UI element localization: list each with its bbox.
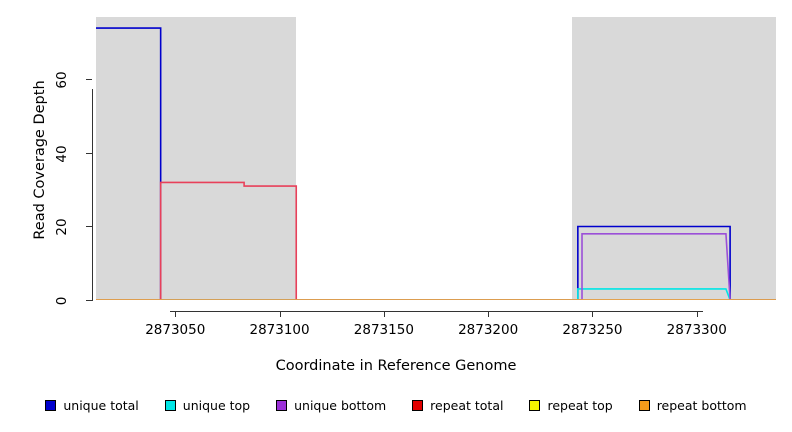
legend-swatch-icon	[276, 400, 288, 411]
legend-label: unique top	[182, 398, 251, 413]
legend-swatch-icon	[638, 400, 650, 411]
y-axis-title: Read Coverage Depth	[32, 80, 48, 240]
legend-swatch-icon	[412, 400, 424, 411]
series-lines	[96, 27, 776, 300]
legend-label: unique total	[63, 398, 139, 413]
y-tick	[86, 152, 92, 154]
repeat-region-left	[96, 17, 297, 300]
y-tick	[86, 79, 92, 81]
x-tick	[383, 311, 385, 317]
series-unique-bottom	[96, 233, 776, 300]
legend-label: repeat bottom	[656, 398, 747, 413]
x-tick	[279, 311, 281, 317]
x-tick	[175, 311, 177, 317]
legend-item-unique-total[interactable]: unique total	[45, 398, 139, 413]
y-axis-line	[92, 89, 93, 301]
legend-swatch-icon	[529, 400, 541, 411]
legend-label: repeat top	[547, 398, 613, 413]
legend-item-unique-top[interactable]: unique top	[164, 398, 251, 413]
y-tick-label: 60	[54, 71, 70, 90]
series-repeat-total	[96, 181, 776, 300]
plot-area	[96, 17, 776, 300]
y-tick-label: 0	[54, 296, 70, 306]
series-unique-top	[96, 288, 776, 300]
x-tick	[696, 311, 698, 317]
legend-swatch-icon	[164, 400, 176, 411]
series-unique-total	[96, 27, 776, 300]
x-tick-label: 2873050	[145, 322, 206, 338]
legend-swatch-icon	[45, 400, 57, 411]
y-tick-label: 20	[54, 218, 70, 237]
x-tick-label: 2873250	[562, 322, 623, 338]
y-tick	[86, 226, 92, 228]
chart-legend: unique total unique top unique bottom repea…	[0, 398, 792, 413]
x-tick-label: 2873300	[666, 322, 727, 338]
x-tick-label: 2873100	[249, 322, 310, 338]
legend-item-repeat-bottom[interactable]: repeat bottom	[638, 398, 747, 413]
x-tick-label: 2873200	[458, 322, 519, 338]
legend-item-repeat-total[interactable]: repeat total	[412, 398, 503, 413]
legend-label: unique bottom	[294, 398, 387, 413]
legend-label: repeat total	[430, 398, 504, 413]
x-axis-line	[170, 311, 703, 312]
y-tick	[86, 300, 92, 301]
x-tick	[592, 311, 594, 317]
x-tick	[488, 311, 490, 317]
legend-item-unique-bottom[interactable]: unique bottom	[276, 398, 386, 413]
y-tick-label: 40	[54, 145, 70, 163]
x-tick-label: 2873150	[353, 322, 414, 338]
legend-item-repeat-top[interactable]: repeat top	[529, 398, 613, 413]
repeat-region-right	[571, 17, 776, 300]
x-axis-title: Coordinate in Reference Genome	[275, 358, 517, 374]
